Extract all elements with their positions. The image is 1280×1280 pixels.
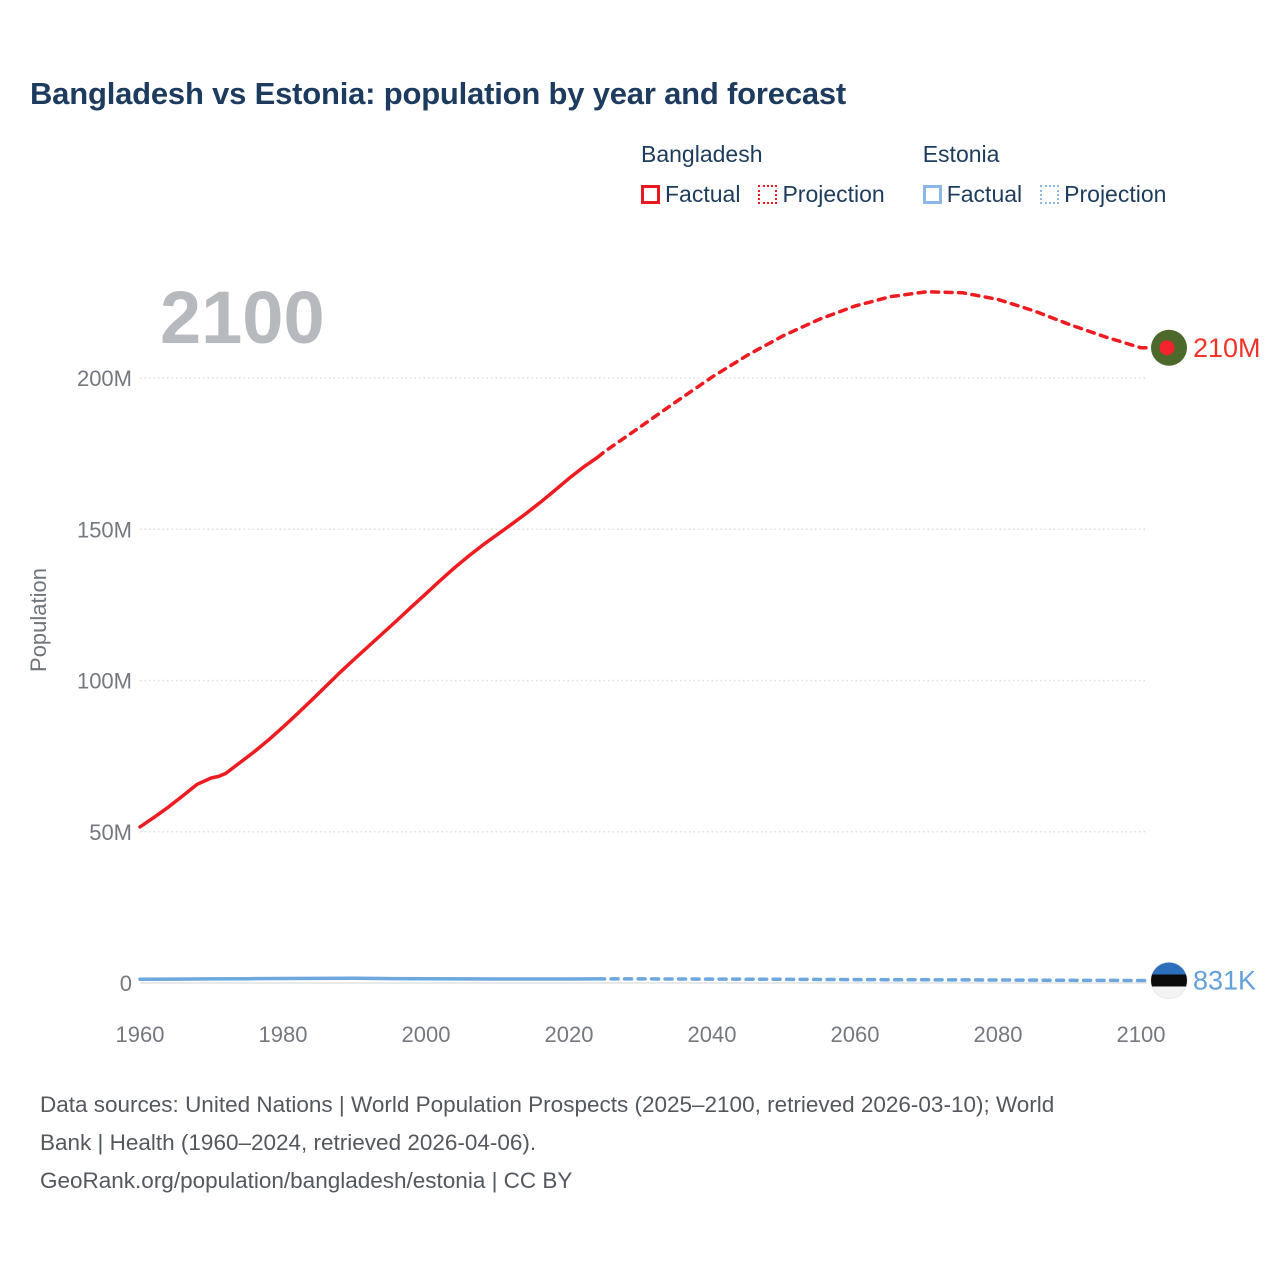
footer-data-sources-line1: Data sources: United Nations | World Pop… [40, 1092, 1055, 1117]
legend: Bangladesh Factual Projection Estonia Fa… [641, 141, 1166, 208]
x-tick-label: 2100 [1117, 1022, 1166, 1047]
legend-group-estonia: Estonia Factual Projection [922, 141, 1166, 208]
x-tick-label: 2060 [831, 1022, 880, 1047]
series-lines [138, 290, 1153, 983]
series-line-bangladesh-factual [138, 455, 600, 829]
estonia-factual-swatch-icon [922, 185, 942, 204]
legend-label: Factual [665, 181, 741, 207]
y-tick-label: 150M [77, 517, 132, 542]
x-tick-label: 1960 [116, 1022, 165, 1047]
y-axis-tick-labels: 0 50M 100M 150M 200M [77, 366, 132, 996]
bangladesh-end-marker: 210M [1151, 329, 1261, 366]
legend-country-bangladesh: Bangladesh [641, 141, 763, 167]
watermark-year: 2100 [160, 276, 325, 359]
legend-items-estonia: Factual Projection [922, 181, 1166, 208]
y-tick-label: 100M [77, 669, 132, 694]
x-tick-label: 2000 [402, 1022, 451, 1047]
bangladesh-flag-disc-icon [1159, 340, 1175, 356]
legend-item-bangladesh-projection[interactable]: Projection [758, 181, 885, 208]
legend-label: Projection [1064, 181, 1167, 207]
y-tick-label: 50M [89, 820, 132, 845]
series-line-estonia-projection [595, 977, 1153, 983]
series-line-bangladesh-projection [595, 290, 1153, 460]
legend-label: Factual [946, 181, 1023, 207]
bangladesh-factual-swatch-icon [641, 185, 660, 204]
y-axis-title: Population [26, 568, 51, 672]
x-tick-label: 2080 [974, 1022, 1023, 1047]
estonia-flag-black-stripe-icon [1151, 974, 1187, 987]
legend-item-estonia-projection[interactable]: Projection [1040, 181, 1166, 208]
footer-attribution: GeoRank.org/population/bangladesh/estoni… [40, 1168, 573, 1193]
legend-group-bangladesh: Bangladesh Factual Projection [641, 141, 885, 208]
estonia-flag-white-stripe-icon [1151, 986, 1187, 999]
series-line-estonia-factual [138, 976, 600, 982]
footer: Data sources: United Nations | World Pop… [40, 1086, 1230, 1200]
legend-item-bangladesh-factual[interactable]: Factual [641, 181, 740, 208]
footer-data-sources-line2: Bank | Health (1960–2024, retrieved 2026… [40, 1130, 537, 1155]
x-tick-label: 1980 [259, 1022, 308, 1047]
page-title: Bangladesh vs Estonia: population by yea… [30, 76, 847, 111]
estonia-projection-swatch-icon [1040, 185, 1060, 204]
legend-items-bangladesh: Factual Projection [641, 181, 885, 208]
gridlines [140, 377, 1147, 984]
bangladesh-end-label: 210M [1193, 333, 1261, 363]
x-axis-tick-labels: 1960 1980 2000 2020 2040 2060 2080 2100 [116, 1022, 1166, 1047]
legend-country-estonia: Estonia [922, 141, 1000, 167]
estonia-end-marker: 831K [1150, 961, 1256, 999]
y-tick-label: 200M [77, 366, 132, 391]
bangladesh-projection-swatch-icon [758, 185, 778, 204]
legend-label: Projection [782, 181, 885, 207]
estonia-flag-blue-stripe-icon [1151, 962, 1187, 975]
x-tick-label: 2040 [688, 1022, 737, 1047]
x-tick-label: 2020 [545, 1022, 594, 1047]
y-tick-label: 0 [120, 971, 132, 996]
legend-item-estonia-factual[interactable]: Factual [922, 181, 1023, 208]
end-markers: 210M 831K [1150, 329, 1261, 999]
estonia-end-label: 831K [1193, 965, 1256, 995]
